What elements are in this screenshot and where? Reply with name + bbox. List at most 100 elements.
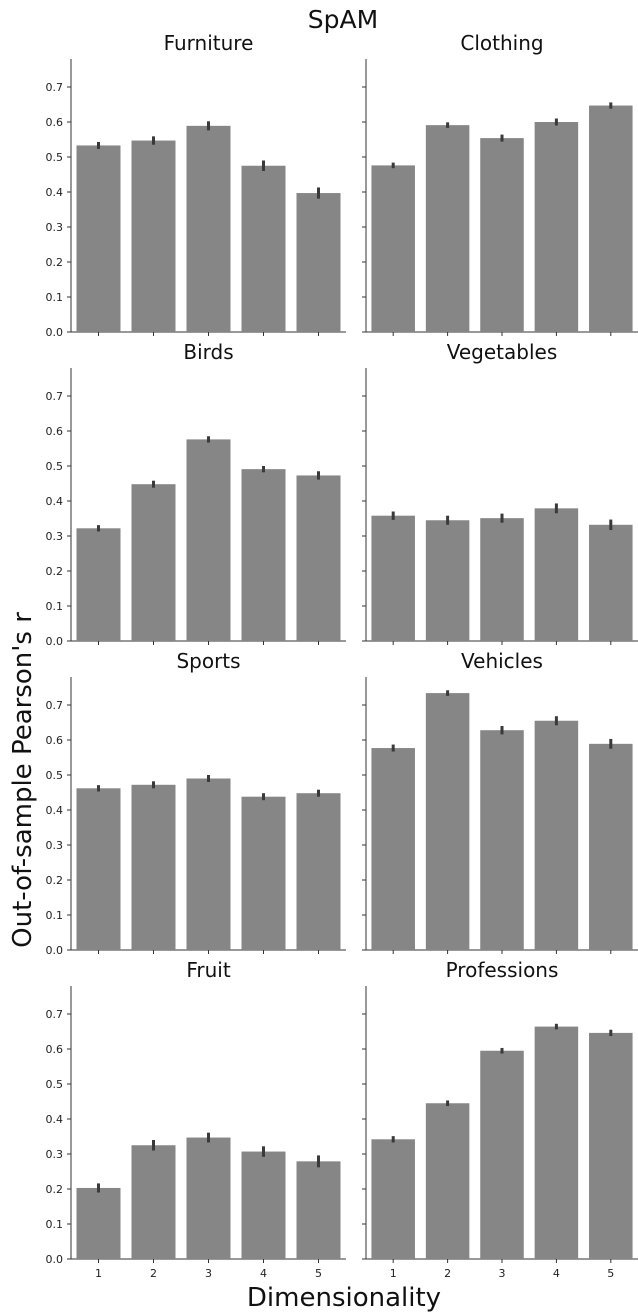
y-tick-label: 0.3 bbox=[46, 530, 64, 543]
panel-title: Vehicles bbox=[461, 649, 543, 673]
y-tick-label: 0.1 bbox=[46, 909, 64, 922]
bar bbox=[76, 1187, 121, 1259]
bar bbox=[131, 784, 176, 950]
bar bbox=[131, 140, 176, 332]
bar bbox=[480, 138, 524, 332]
panel-title: Birds bbox=[183, 340, 233, 364]
bar bbox=[186, 439, 231, 641]
panel-title: Sports bbox=[176, 649, 240, 673]
bar bbox=[296, 793, 341, 950]
bar bbox=[425, 520, 470, 641]
x-tick-label: 2 bbox=[150, 1267, 157, 1280]
y-tick-label: 0.2 bbox=[46, 565, 64, 578]
y-tick-label: 0.0 bbox=[46, 944, 64, 957]
y-tick-label: 0.3 bbox=[46, 1148, 64, 1161]
y-tick-label: 0.5 bbox=[46, 460, 64, 473]
panel-vehicles: Vehicles bbox=[362, 649, 638, 954]
bar bbox=[186, 125, 231, 332]
bar bbox=[425, 125, 470, 333]
x-axis-label: Dimensionality bbox=[247, 1283, 441, 1312]
bar bbox=[296, 1161, 341, 1259]
bar bbox=[425, 1103, 470, 1259]
y-tick-label: 0.0 bbox=[46, 1253, 64, 1266]
bar bbox=[480, 1050, 524, 1259]
y-tick-label: 0.3 bbox=[46, 839, 64, 852]
bar bbox=[589, 524, 633, 641]
chart-title: SpAM bbox=[308, 5, 378, 34]
y-tick-label: 0.1 bbox=[46, 1218, 64, 1231]
panel-birds: Birds 0.0 0.1 0.2 0.3 0.4 0.5 0.6 0.7 bbox=[46, 340, 346, 648]
x-tick-label: 5 bbox=[607, 1267, 614, 1280]
x-tick-label: 2 bbox=[444, 1267, 451, 1280]
panels-group: Furniture 0.0 0.1 0.2 0.3 0.4 0.5 0.6 0.7 Clothin… bbox=[46, 31, 638, 1280]
panel-title: Vegetables bbox=[447, 340, 558, 364]
panel-sports: Sports 0.0 0.1 0.2 0.3 0.4 0.5 0.6 0.7 bbox=[46, 649, 346, 957]
panel-title: Professions bbox=[446, 958, 559, 982]
bar bbox=[589, 105, 633, 332]
y-tick-label: 0.1 bbox=[46, 600, 64, 613]
bar bbox=[371, 748, 415, 950]
panel-fruit: Fruit 0.0 0.1 0.2 0.3 0.4 0.5 0.6 0.7 1 2 3 4 5 bbox=[46, 958, 346, 1280]
y-tick-label: 0.0 bbox=[46, 635, 64, 648]
x-tick-label: 5 bbox=[315, 1267, 322, 1280]
bar bbox=[186, 1137, 231, 1259]
panel-vegetables: Vegetables bbox=[362, 340, 638, 645]
y-tick-label: 0.5 bbox=[46, 151, 64, 164]
y-tick-label: 0.4 bbox=[46, 186, 64, 199]
bar bbox=[480, 730, 524, 950]
y-tick-label: 0.5 bbox=[46, 1078, 64, 1091]
y-tick-label: 0.7 bbox=[46, 1008, 64, 1021]
bar bbox=[480, 518, 524, 641]
x-tick-label: 3 bbox=[499, 1267, 506, 1280]
x-tick-label: 4 bbox=[260, 1267, 267, 1280]
bar bbox=[371, 165, 415, 332]
bar bbox=[534, 508, 579, 641]
bar bbox=[131, 1145, 176, 1259]
panel-title: Furniture bbox=[164, 31, 254, 55]
y-tick-label: 0.6 bbox=[46, 116, 64, 129]
x-tick-label: 4 bbox=[553, 1267, 560, 1280]
bar bbox=[131, 484, 176, 641]
y-tick-label: 0.4 bbox=[46, 495, 64, 508]
x-tick-label: 1 bbox=[95, 1267, 102, 1280]
panel-title: Fruit bbox=[186, 958, 231, 982]
panel-title: Clothing bbox=[460, 31, 543, 55]
bar bbox=[76, 145, 121, 332]
bar bbox=[534, 1026, 579, 1259]
y-tick-label: 0.7 bbox=[46, 81, 64, 94]
bar bbox=[76, 788, 121, 950]
bar bbox=[76, 528, 121, 641]
y-tick-label: 0.4 bbox=[46, 804, 64, 817]
bar bbox=[241, 165, 286, 332]
y-tick-label: 0.3 bbox=[46, 221, 64, 234]
bar bbox=[589, 743, 633, 950]
bar bbox=[425, 693, 470, 950]
y-tick-label: 0.2 bbox=[46, 256, 64, 269]
bar bbox=[371, 1139, 415, 1259]
y-tick-label: 0.6 bbox=[46, 1043, 64, 1056]
x-tick-label: 1 bbox=[390, 1267, 397, 1280]
y-tick-label: 0.5 bbox=[46, 769, 64, 782]
panel-clothing: Clothing bbox=[362, 31, 638, 336]
y-tick-label: 0.1 bbox=[46, 291, 64, 304]
bar bbox=[371, 515, 415, 641]
y-axis-label: Out-of-sample Pearson's r bbox=[8, 612, 38, 948]
bar bbox=[534, 122, 579, 332]
y-tick-label: 0.2 bbox=[46, 1183, 64, 1196]
bar bbox=[296, 475, 341, 641]
y-tick-label: 0.0 bbox=[46, 326, 64, 339]
x-tick-label: 3 bbox=[205, 1267, 212, 1280]
bar bbox=[241, 796, 286, 950]
y-tick-label: 0.6 bbox=[46, 734, 64, 747]
bar bbox=[589, 1032, 633, 1259]
y-tick-label: 0.7 bbox=[46, 699, 64, 712]
y-tick-label: 0.4 bbox=[46, 1113, 64, 1126]
bar bbox=[241, 469, 286, 641]
panel-furniture: Furniture 0.0 0.1 0.2 0.3 0.4 0.5 0.6 0.7 bbox=[46, 31, 346, 339]
y-tick-label: 0.6 bbox=[46, 425, 64, 438]
bar bbox=[241, 1151, 286, 1259]
y-tick-label: 0.7 bbox=[46, 390, 64, 403]
y-tick-label: 0.2 bbox=[46, 874, 64, 887]
bar bbox=[296, 193, 341, 332]
